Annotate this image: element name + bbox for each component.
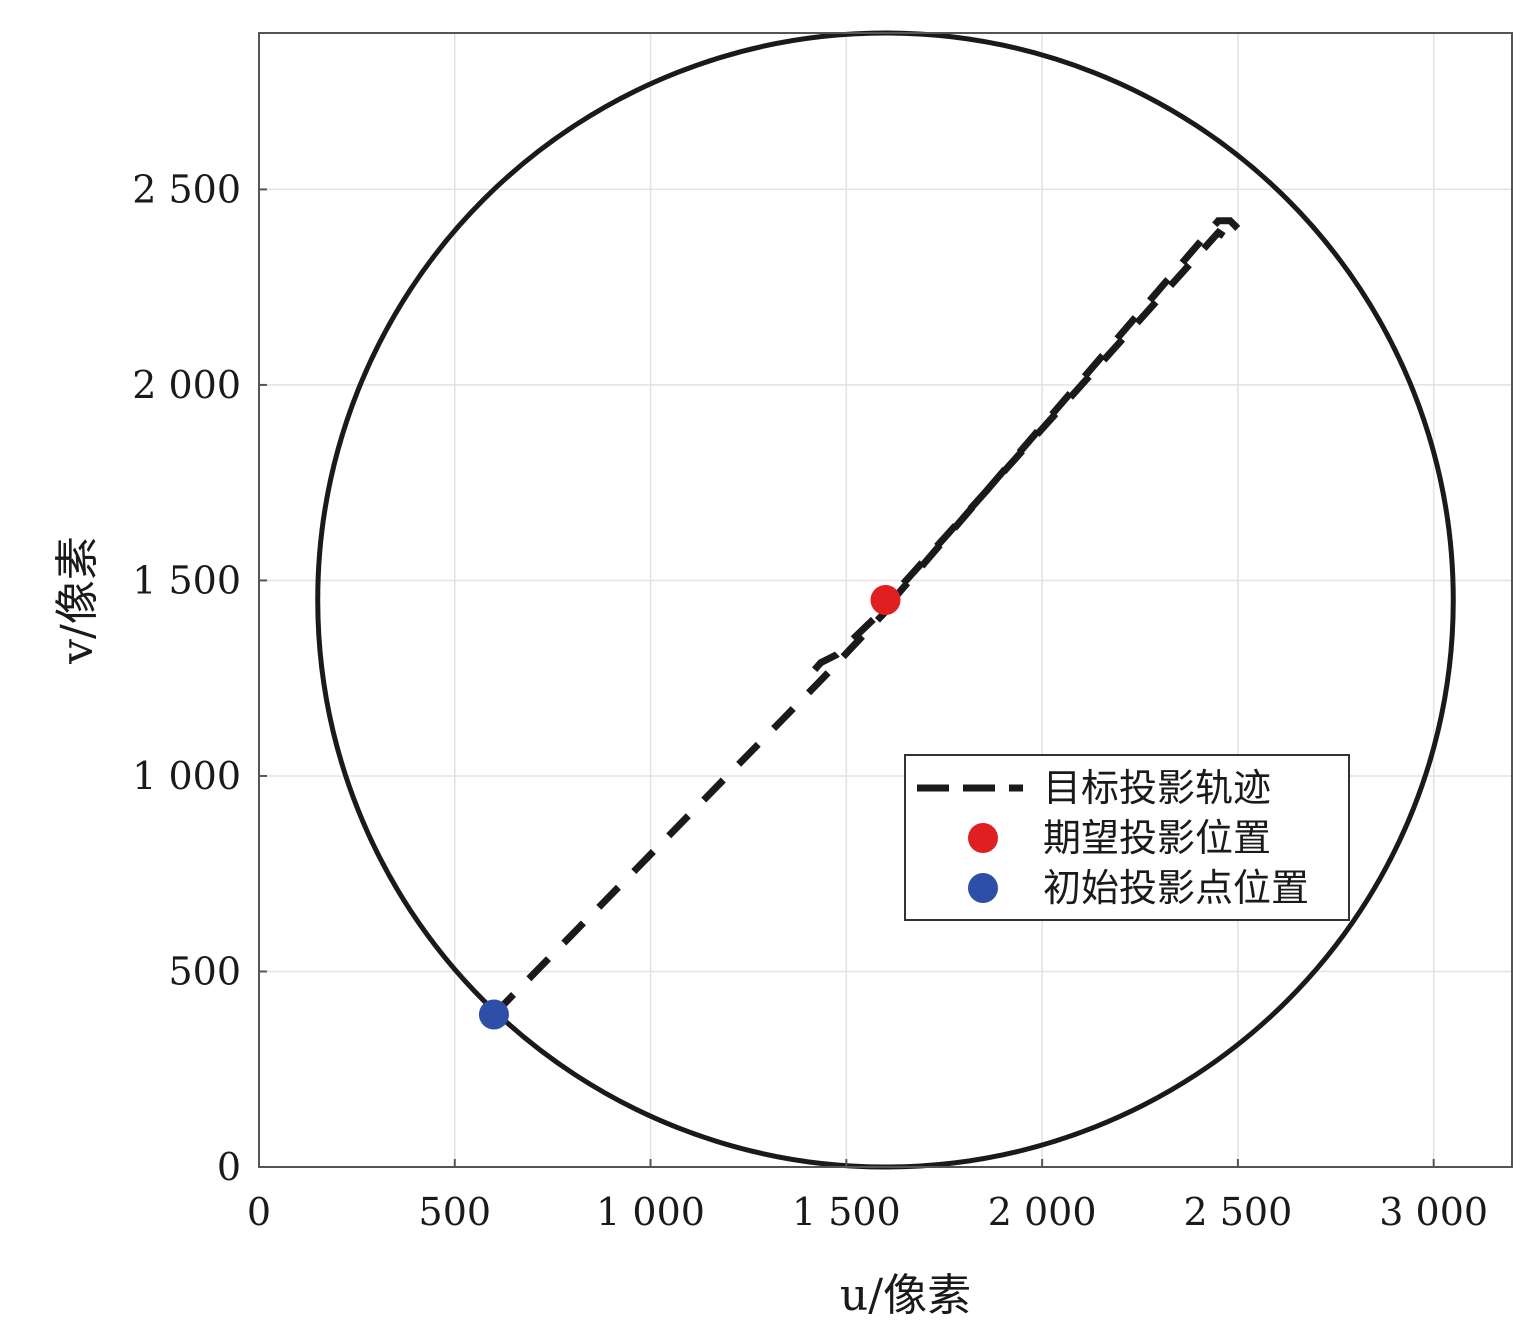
legend-swatch-marker (968, 873, 998, 903)
x-tick-label: 3 000 (1379, 1190, 1488, 1234)
x-tick-labels: 0 500 1 000 1 500 2 000 2 500 3 000 (247, 1159, 1488, 1234)
scatter-point (478, 999, 509, 1030)
legend-label: 初始投影点位置 (1043, 866, 1309, 910)
scatter-point (870, 585, 901, 615)
x-tick-label: 500 (419, 1190, 492, 1234)
x-tick-label: 1 500 (792, 1190, 901, 1234)
x-axis-title: u/像素 (840, 1270, 971, 1321)
x-tick-label: 2 500 (1184, 1190, 1293, 1234)
y-tick-label: 500 (168, 949, 241, 993)
y-tick-labels: 0 500 1 000 1 500 2 000 2 500 (132, 167, 267, 1189)
y-tick-label: 2 000 (132, 363, 241, 407)
y-tick-label: 1 500 (132, 558, 241, 602)
y-axis-title: v/像素 (52, 536, 103, 665)
x-tick-label: 0 (247, 1190, 271, 1234)
legend-label: 期望投影位置 (1043, 816, 1271, 860)
y-tick-label: 0 (217, 1145, 241, 1189)
legend-swatch-marker (968, 823, 998, 853)
y-tick-label: 1 000 (132, 754, 241, 798)
x-tick-label: 2 000 (988, 1190, 1097, 1234)
y-tick-label: 2 500 (132, 167, 241, 211)
x-tick-label: 1 000 (596, 1190, 705, 1234)
legend-label: 目标投影轨迹 (1043, 766, 1271, 810)
series-layer (478, 217, 1243, 1030)
plot-frame (258, 32, 1513, 1168)
